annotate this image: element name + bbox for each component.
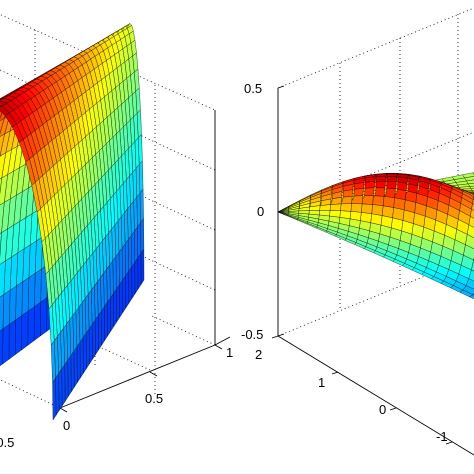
left-surface-patch (85, 328, 90, 370)
left-surface-patch (122, 275, 126, 314)
right-y-tick-2: 0 (379, 402, 386, 417)
left-surface-patch (0, 105, 3, 108)
left-surface-patch (0, 133, 5, 157)
left-surface-patch (119, 279, 123, 318)
left-surface-patch (0, 98, 5, 101)
left-axes-box (59, 110, 231, 413)
right-y-tick-1: 1 (318, 375, 325, 390)
right-grid-line (277, 7, 474, 89)
right-tick-mark (445, 441, 453, 445)
right-tick-labels: 0.5 0 -0.5 2 1 0 -1 (241, 81, 448, 444)
left-surface-patch (0, 232, 2, 257)
right-z-tick-1: 0 (257, 204, 264, 219)
right-surface (277, 172, 474, 300)
right-z-tick-2: -0.5 (241, 327, 263, 342)
left-tick-mark (59, 407, 68, 413)
right-box-edge (277, 335, 474, 456)
right-surface-patch (277, 211, 288, 217)
right-y-tick-3: -1 (436, 429, 448, 444)
left-surface-patch (0, 97, 2, 100)
right-surface-patch (329, 203, 342, 211)
right-tick-mark (271, 335, 279, 339)
left-surface-patch (15, 281, 23, 321)
left-surface-patch (101, 306, 105, 346)
right-tick-mark (277, 333, 285, 337)
left-surface-patch (113, 288, 117, 328)
left-grid-line (149, 314, 216, 346)
left-surface-patch (2, 289, 11, 330)
left-surface-patch (131, 261, 136, 300)
left-surface-patch (137, 222, 142, 259)
left-surface-patch (21, 310, 29, 351)
left-surface-patch (91, 319, 96, 360)
left-box-edge (59, 344, 216, 409)
left-surface-patch (134, 257, 139, 295)
left-surface-patch (128, 266, 133, 304)
left-surface-patch (40, 297, 48, 337)
left-x-tick-1: 0.5 (145, 391, 163, 406)
left-surface-patch (27, 306, 35, 346)
left-surface-patch (8, 319, 16, 360)
left-grid-line (0, 379, 61, 409)
left-surface-patch (2, 324, 10, 365)
left-surface-patch (134, 226, 138, 263)
left-surface-patch (140, 218, 145, 255)
left-surface-patch (34, 268, 42, 308)
left-surface-patch (73, 346, 78, 388)
left-y-tick-0: -0.5 (0, 435, 14, 450)
left-surface-patch (70, 350, 75, 393)
left-tick-labels: 0 0.5 1 -0.5 (0, 345, 233, 450)
left-tick-mark (214, 344, 223, 350)
right-tick-mark (277, 85, 285, 89)
left-surface-patch (116, 284, 120, 323)
right-grid (277, 7, 474, 337)
left-3d-axes: 0 0.5 1 -0.5 (0, 14, 233, 450)
left-surface-patch (88, 323, 93, 365)
right-surface-patch (361, 203, 373, 214)
left-surface-patch (137, 252, 142, 290)
right-surface-patch (340, 203, 352, 212)
right-surface-patch (350, 203, 363, 213)
left-surface-patch (76, 341, 81, 384)
left-x-tick-0: 0 (63, 418, 70, 433)
right-surface-patch (319, 204, 331, 211)
left-surface-patch (67, 355, 72, 398)
left-surface-patch (94, 315, 99, 356)
left-surface-patch (79, 337, 84, 379)
left-surface-patch (21, 277, 30, 316)
left-tick-mark (149, 371, 158, 377)
left-surface-patch (0, 328, 4, 367)
left-surface-patch (52, 377, 57, 421)
left-surface-patch (33, 301, 41, 342)
right-tick-mark (331, 371, 339, 375)
right-z-tick-0: 0.5 (244, 81, 262, 96)
left-surface-patch (0, 118, 5, 135)
left-surface-patch (0, 177, 2, 194)
left-surface-patch (104, 301, 108, 342)
left-x-tick-2: 1 (226, 345, 233, 360)
right-tick-mark (389, 407, 397, 411)
left-surface-patch (125, 270, 130, 309)
right-surface-patch (382, 196, 395, 208)
left-surface-patch (140, 248, 145, 286)
left-surface-patch (110, 292, 114, 332)
left-surface (0, 23, 145, 421)
right-surface-patch (374, 176, 387, 182)
left-surface-patch (9, 285, 17, 325)
right-grid-line (277, 131, 474, 213)
left-surface-patch (0, 100, 7, 107)
left-surface-patch (107, 297, 111, 337)
right-y-tick-0: 2 (255, 347, 262, 362)
left-surface-patch (27, 273, 36, 312)
left-surface-patch (82, 332, 87, 374)
left-surface-patch (98, 310, 102, 351)
right-surface-patch (372, 195, 385, 207)
left-surface-patch (15, 315, 22, 356)
left-box-edge (214, 336, 231, 346)
right-3d-axes: 0.5 0 -0.5 2 1 0 -1 (241, 7, 474, 456)
